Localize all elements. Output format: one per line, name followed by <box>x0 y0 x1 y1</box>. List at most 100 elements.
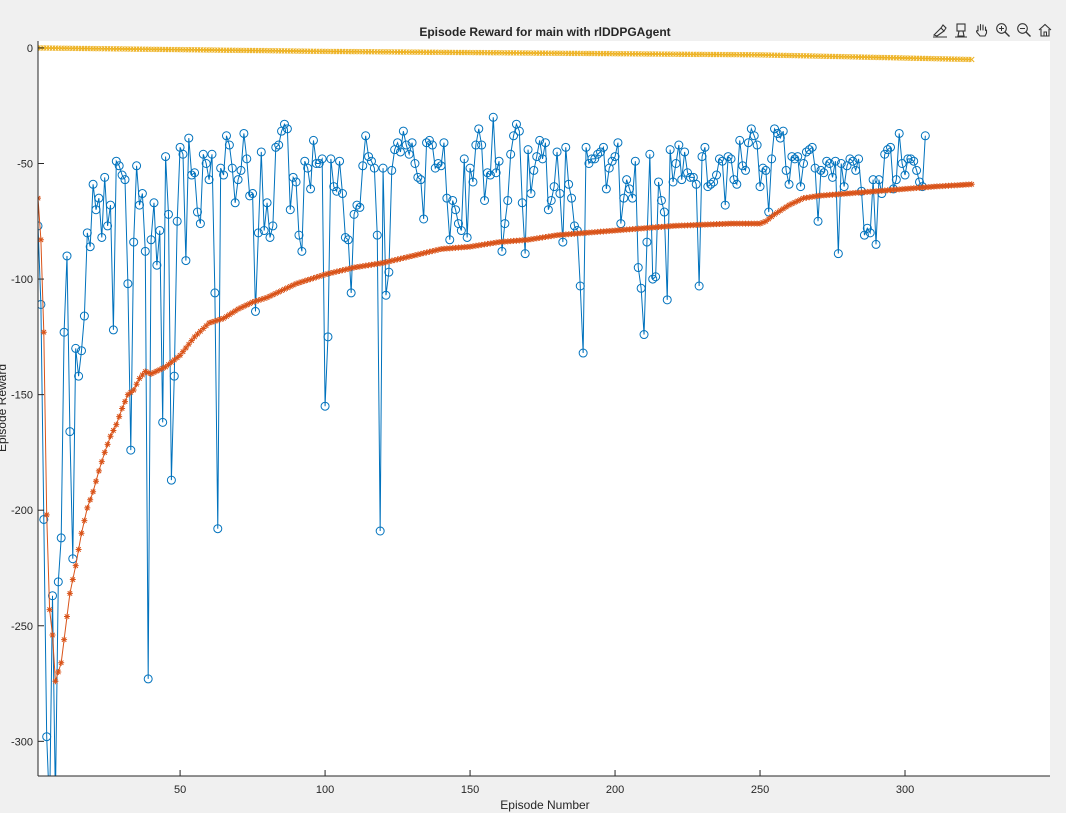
episode-reward-point <box>375 526 385 536</box>
episode-reward-point <box>320 401 330 411</box>
episode-reward-point <box>53 577 63 587</box>
average-reward-point <box>246 300 253 307</box>
episode-reward-point <box>833 249 843 259</box>
average-reward-point <box>290 282 297 289</box>
episode-reward-point <box>343 235 353 245</box>
episode-reward-point <box>564 179 574 189</box>
episode-reward-point <box>538 154 548 164</box>
episode-reward-point <box>126 445 136 455</box>
episode-reward-point <box>691 179 701 189</box>
episode-reward-point <box>85 242 95 252</box>
average-reward-point <box>382 259 389 266</box>
episode-reward-point <box>38 299 46 309</box>
episode-reward-point <box>123 279 133 289</box>
episode-reward-point <box>546 195 556 205</box>
average-reward-point <box>156 366 163 373</box>
average-reward-point <box>121 398 128 405</box>
home-icon[interactable] <box>1035 19 1055 41</box>
episode-reward-point <box>897 159 907 168</box>
episode-reward-point <box>230 198 240 208</box>
episode-reward-point <box>706 179 716 189</box>
x-tick-label: 150 <box>461 784 479 796</box>
episode-reward-point <box>729 175 739 185</box>
datatip-icon[interactable] <box>951 19 971 41</box>
average-reward-point <box>113 421 120 428</box>
episode-reward-point <box>848 156 858 166</box>
average-reward-point <box>200 325 207 332</box>
episode-reward-point <box>880 149 890 159</box>
episode-reward-point <box>253 228 263 238</box>
episode-reward-point <box>741 165 751 175</box>
episode-reward-point <box>120 175 130 185</box>
episode-reward-point <box>778 126 788 136</box>
episode-reward-point <box>361 131 371 141</box>
episode-reward-point <box>42 732 52 742</box>
average-reward-point <box>188 337 195 344</box>
episode-reward-point <box>149 198 159 208</box>
pan-hand-icon[interactable] <box>972 19 992 41</box>
zoom-in-icon[interactable] <box>993 19 1013 41</box>
episode-reward-point <box>862 223 872 233</box>
episode-reward-point <box>871 239 881 249</box>
average-reward-point <box>179 348 186 355</box>
episode-reward-point <box>549 182 559 192</box>
average-reward-point <box>968 181 975 188</box>
y-tick-label: 0 <box>27 43 33 55</box>
episode-reward-point <box>198 149 208 159</box>
episode-reward-point <box>619 193 629 203</box>
average-reward-point <box>307 276 314 283</box>
episode-reward-point <box>274 140 284 150</box>
average-reward-point <box>261 295 268 302</box>
episode-reward-point <box>712 170 722 180</box>
episode-reward-point <box>259 226 269 236</box>
episode-reward-point <box>836 159 846 168</box>
episode-reward-point <box>129 237 139 247</box>
episode-reward-point <box>743 138 753 148</box>
episode-reward-point <box>636 283 646 293</box>
episode-reward-point <box>306 184 316 194</box>
average-reward-point <box>780 205 787 212</box>
average-reward-point <box>394 256 401 263</box>
episode-reward-point <box>683 168 693 178</box>
average-reward-point <box>203 322 210 329</box>
episode-reward-point <box>758 163 768 173</box>
episode-reward-point <box>387 165 397 175</box>
average-reward-point <box>258 296 265 303</box>
episode-reward-point <box>451 205 461 215</box>
episode-reward-point <box>680 147 690 157</box>
average-reward-point <box>61 636 68 643</box>
episode-reward-point <box>337 189 347 199</box>
episode-reward-point <box>625 184 635 194</box>
episode-reward-point <box>920 131 930 141</box>
episode-reward-point <box>227 163 237 173</box>
episode-reward-point <box>65 427 75 437</box>
episode-reward-point <box>720 200 730 210</box>
average-reward-point <box>420 250 427 257</box>
episode-reward-point <box>735 135 745 145</box>
ticks-layer: 50 100 150 200 250 300 0 -50 -100 -150 -200 -250 -30… <box>11 43 914 796</box>
episode-reward-point <box>717 156 727 166</box>
y-tick-label: -300 <box>11 736 33 748</box>
episode-reward-point <box>807 142 817 152</box>
series-layer <box>38 45 975 776</box>
episode-reward-point <box>401 140 411 150</box>
x-tick-label: 300 <box>896 784 914 796</box>
episode-reward-point <box>291 177 301 187</box>
episode-reward-point <box>819 168 829 178</box>
episode-reward-point <box>262 198 272 208</box>
zoom-out-icon[interactable] <box>1014 19 1034 41</box>
average-reward-point <box>150 369 157 376</box>
average-reward-point <box>322 271 329 278</box>
average-reward-point <box>432 247 439 254</box>
episode-reward-point <box>346 288 356 298</box>
average-reward-point <box>333 268 340 275</box>
episode-reward-point <box>76 346 86 356</box>
episode-reward-point <box>569 221 579 231</box>
episode-reward-point <box>462 232 472 242</box>
episode-reward-point <box>909 156 919 166</box>
q0-point <box>968 56 975 63</box>
brush-icon[interactable] <box>930 19 950 41</box>
episode-reward-point <box>906 154 916 164</box>
average-reward-point <box>49 632 56 639</box>
episode-reward-point <box>384 267 394 277</box>
